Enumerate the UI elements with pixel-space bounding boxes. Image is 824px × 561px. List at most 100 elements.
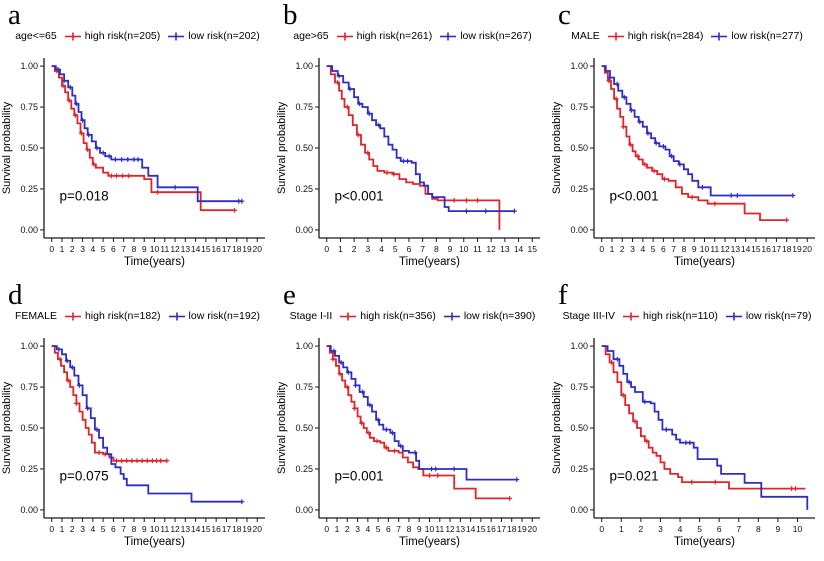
legend-label-low-risk: low risk(n=192) [188,310,261,322]
x-tick-label: 15 [528,244,538,254]
x-tick-label: 9 [776,524,781,534]
y-tick-label: 0.00 [295,225,313,235]
x-tick-label: 6 [111,524,116,534]
legend-label-high-risk: high risk(n=356) [360,310,436,322]
x-axis-label: Time(years) [674,536,735,548]
km-panel: a age<=65 high risk(n=205) low risk(n=20… [0,0,275,280]
legend: Stage I-II high risk(n=356) low risk(n=3… [275,310,550,322]
y-tick-label: 0.75 [295,102,313,112]
x-tick-label: 13 [500,244,510,254]
x-tick-label: 9 [448,244,453,254]
x-tick-label: 3 [80,524,85,534]
high-risk-marker-icon [336,32,353,40]
p-value-label: p<0.001 [334,188,383,203]
y-tick-label: 0.25 [20,464,38,474]
x-tick-label: 12 [170,244,180,254]
x-tick-label: 20 [528,524,538,534]
panel-letter: a [8,0,21,31]
x-tick-label: 4 [640,244,645,254]
x-tick-label: 6 [717,524,722,534]
x-tick-label: 6 [661,244,666,254]
x-tick-label: 15 [751,244,761,254]
x-tick-label: 9 [142,524,147,534]
x-tick-label: 4 [90,524,95,534]
y-tick-label: 0.25 [570,464,588,474]
y-axis-label: Survival probability [1,381,13,474]
x-tick-label: 20 [253,244,263,254]
x-tick-label: 16 [761,244,771,254]
km-panel: c MALE high risk(n=284) low risk(n=277) … [550,0,824,280]
x-tick-label: 0 [49,244,54,254]
x-tick-label: 7 [671,244,676,254]
x-tick-label: 2 [639,524,644,534]
survival-curve-low-risk [326,345,517,481]
x-tick-label: 10 [425,524,435,534]
x-tick-label: 2 [70,244,75,254]
legend-item-high-risk: high risk(n=110) [622,310,718,322]
survival-curve-low-risk [601,65,793,197]
x-tick-label: 1 [619,524,624,534]
x-axis-label: Time(years) [124,536,185,548]
x-tick-label: 2 [345,524,350,534]
x-tick-label: 0 [599,244,604,254]
high-risk-marker-icon [623,312,640,320]
x-axis-label: Time(years) [124,256,185,268]
legend-item-low-risk: low risk(n=202) [167,30,260,42]
legend-label-high-risk: high risk(n=110) [643,310,718,322]
legend-label-low-risk: low risk(n=202) [188,30,260,42]
x-tick-label: 6 [111,244,116,254]
p-value-label: p<0.001 [609,188,658,203]
x-tick-label: 14 [741,244,751,254]
x-tick-label: 7 [121,524,126,534]
panel-letter: b [283,0,298,31]
legend-item-low-risk: low risk(n=267) [439,30,532,42]
x-tick-label: 20 [803,244,813,254]
x-tick-label: 14 [191,244,201,254]
x-tick-label: 3 [80,244,85,254]
x-tick-label: 1 [60,524,65,534]
x-tick-label: 10 [700,244,710,254]
legend-label-low-risk: low risk(n=267) [460,30,532,42]
y-tick-label: 0.75 [570,102,588,112]
y-axis-label: Survival probability [1,101,13,194]
x-tick-label: 7 [396,524,401,534]
y-tick-label: 1.00 [20,341,38,351]
km-chart: 0.000.250.500.751.000 1 2 3 4 5 6 7 8 9 10 11 12 13 14… [551,58,815,268]
x-axis-label: Time(years) [399,256,460,268]
legend-label-low-risk: low risk(n=79) [745,310,812,322]
legend-item-high-risk: high risk(n=261) [336,30,433,42]
legend-label-high-risk: high risk(n=261) [356,30,433,42]
legend-group-label: age>65 [293,30,329,42]
x-tick-label: 0 [324,524,329,534]
legend-item-low-risk: low risk(n=79) [725,310,812,322]
x-tick-label: 16 [486,524,496,534]
x-tick-label: 2 [620,244,625,254]
p-value-label: p=0.018 [59,188,108,203]
x-axis-label: Time(years) [399,536,460,548]
x-tick-label: 17 [772,244,782,254]
x-tick-label: 16 [211,244,221,254]
x-tick-label: 4 [365,524,370,534]
x-tick-label: 12 [486,244,496,254]
x-tick-label: 3 [355,524,360,534]
y-tick-label: 0.00 [20,505,38,515]
x-tick-label: 11 [435,524,444,534]
legend-group-label: age<=65 [15,30,57,42]
x-tick-label: 19 [242,244,252,254]
x-tick-label: 0 [324,244,329,254]
km-chart: 0.000.250.500.751.000 1 2 3 4 5 6 7 8 9 10 11 12 13 14… [276,338,540,548]
km-panel: b age>65 high risk(n=261) low risk(n=267… [275,0,550,280]
x-tick-label: 4 [90,244,95,254]
p-value-label: p=0.075 [59,468,108,483]
legend-label-low-risk: low risk(n=390) [463,310,536,322]
x-tick-label: 4 [678,524,683,534]
km-chart: 0.000.250.500.751.000 1 2 3 4 5 6 7 8 9 10 11 12 13 14… [276,58,540,268]
survival-curve-high-risk [326,65,501,230]
x-tick-label: 2 [70,524,75,534]
legend-group-label: FEMALE [14,310,57,322]
y-tick-label: 0.50 [570,423,588,433]
y-tick-label: 0.50 [20,423,38,433]
x-tick-label: 0 [599,524,604,534]
x-tick-label: 14 [466,524,476,534]
